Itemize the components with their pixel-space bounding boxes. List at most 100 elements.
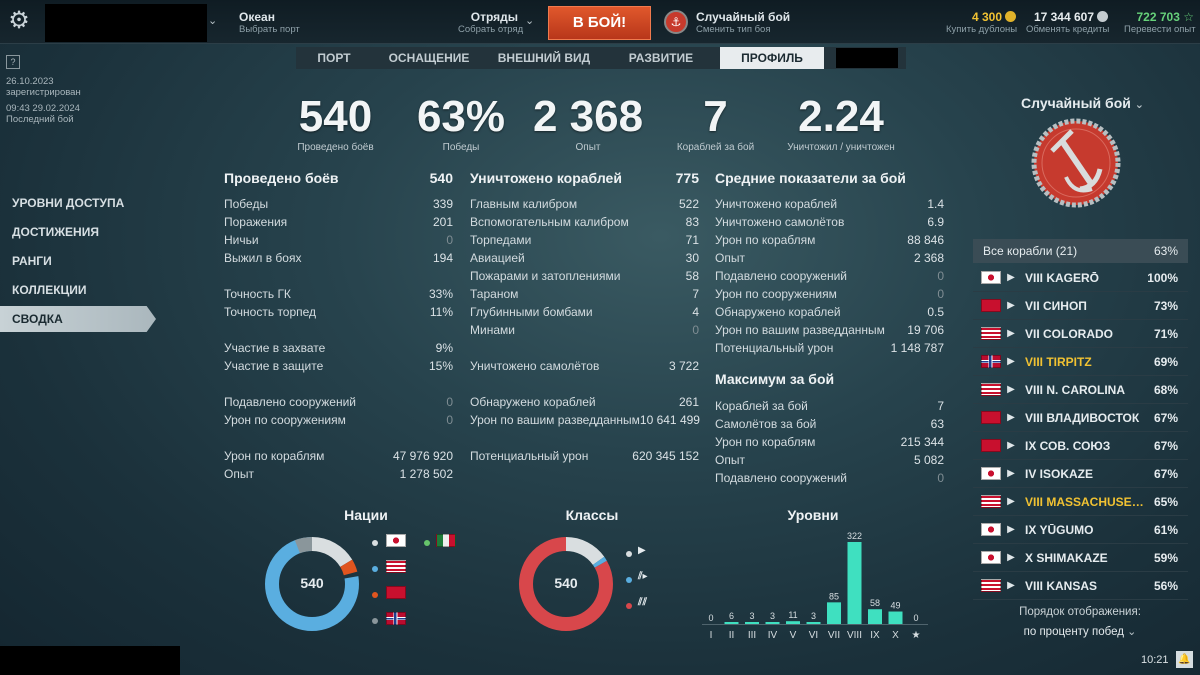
sidebar-item-collections[interactable]: КОЛЛЕКЦИИ xyxy=(12,283,87,297)
free-xp-block[interactable]: 722 703 ☆ Перевести опыт xyxy=(1124,10,1196,35)
tab-equipment[interactable]: ОСНАЩЕНИЕ xyxy=(388,51,470,65)
stat-row-label: Ничьи xyxy=(224,233,259,247)
port-selector[interactable]: Океан Выбрать порт xyxy=(239,10,300,35)
stat-row-label: Потенциальный урон xyxy=(470,449,589,463)
ship-name: X SHIMAKAZE xyxy=(1025,550,1108,565)
tab-development[interactable]: РАЗВИТИЕ xyxy=(628,51,694,65)
ship-row[interactable]: ▶ VIII KANSAS 56% xyxy=(973,572,1188,600)
column-title: Средние показатели за бой xyxy=(715,170,906,186)
ship-class-icon: ▶ xyxy=(1007,356,1015,367)
gear-icon[interactable]: ⚙ xyxy=(8,7,30,34)
stat-row: Пожарами и затоплениями 58 xyxy=(470,267,699,285)
ussr-flag-icon xyxy=(386,586,406,599)
stat-ships-per-battle: 7 Кораблей за бой xyxy=(668,92,763,153)
right-mode-title[interactable]: Случайный бой ⌄ xyxy=(1000,95,1165,111)
free-xp-value: 722 703 xyxy=(1136,10,1180,24)
stat-row-label: Обнаружено кораблей xyxy=(470,395,596,409)
stat-row: Глубинными бомбами 4 xyxy=(470,303,699,321)
doubloons-block[interactable]: 4 300 Купить дублоны xyxy=(946,10,1017,35)
stat-row: Урон по кораблям 47 976 920 xyxy=(224,447,453,465)
stat-row-label: Вспомогательным калибром xyxy=(470,215,629,229)
tier-tick-label: I xyxy=(710,630,713,641)
tier-tick-label: VIII xyxy=(847,630,862,641)
stat-value: 540 xyxy=(298,92,373,141)
ship-class-icon: ▶ xyxy=(1007,412,1015,423)
stat-row-value: 15% xyxy=(428,359,453,373)
stat-row: Кораблей за бой 7 xyxy=(715,397,944,415)
stat-row-value: 63 xyxy=(930,417,944,431)
nations-donut xyxy=(265,537,359,631)
chevron-down-icon[interactable]: ⌄ xyxy=(525,15,535,27)
stat-row: Авиацией 30 xyxy=(470,249,699,267)
sidebar-item-summary[interactable]: СВОДКА xyxy=(0,306,156,332)
help-icon[interactable]: ? xyxy=(6,55,20,69)
chevron-down-icon[interactable]: ⌄ xyxy=(208,15,218,27)
ship-row[interactable]: ▶ VIII KAGERŌ 100% xyxy=(973,264,1188,292)
stat-row-value: 1.4 xyxy=(927,197,944,211)
stat-battles: 540 Проведено боёв xyxy=(288,92,383,153)
ship-name: IX СОВ. СОЮЗ xyxy=(1025,438,1111,453)
sidebar-item-access-levels[interactable]: УРОВНИ ДОСТУПА xyxy=(12,196,125,210)
japan-flag-icon xyxy=(981,523,1001,536)
ship-row[interactable]: ▶ VIII ВЛАДИВОСТОК 67% xyxy=(973,404,1188,432)
sort-selector[interactable]: по проценту побед ⌄ xyxy=(1000,625,1160,638)
squad-button[interactable]: Отряды Собрать отряд xyxy=(458,10,524,35)
norway-flag-icon xyxy=(981,355,1001,368)
stat-row-value: 0 xyxy=(692,323,699,337)
stat-row: Главным калибром 522 xyxy=(470,195,699,213)
tab-profile[interactable]: ПРОФИЛЬ xyxy=(720,47,824,69)
ship-row[interactable]: ▶ VIII TIRPITZ 69% xyxy=(973,348,1188,376)
ship-class-icon: ▶ xyxy=(1007,440,1015,451)
stat-row-label: Уничтожено самолётов xyxy=(715,215,845,229)
stat-row-label: Опыт xyxy=(224,467,254,481)
stat-row: Вспомогательным калибром 83 xyxy=(470,213,699,231)
stat-wins: 63% Победы xyxy=(410,92,512,153)
mode-selector[interactable]: Случайный бой Сменить тип боя xyxy=(696,10,790,35)
ship-name: IX YŪGUMO xyxy=(1025,522,1094,537)
tier-value-label: 3 xyxy=(811,611,816,621)
sidebar-item-ranks[interactable]: РАНГИ xyxy=(12,254,52,268)
squad-sub: Собрать отряд xyxy=(458,24,524,35)
tier-tick-label: II xyxy=(729,630,735,641)
notification-bell-icon[interactable]: 🔔 xyxy=(1176,651,1193,668)
tier-tick-label: III xyxy=(748,630,756,641)
column-total: 540 xyxy=(429,170,453,186)
stat-row: Уничтожено самолётов 3 722 xyxy=(470,357,699,375)
tier-value-label: 6 xyxy=(729,611,734,621)
stat-row-value: 0 xyxy=(937,269,944,283)
all-ships-row[interactable]: Все корабли (21) 63% xyxy=(973,239,1188,263)
stat-row-value: 7 xyxy=(692,287,699,301)
stat-row: Уничтожено самолётов 6.9 xyxy=(715,213,944,231)
stat-row: Урон по кораблям 88 846 xyxy=(715,231,944,249)
stat-row-value: 201 xyxy=(432,215,453,229)
ship-row[interactable]: ▶ X SHIMAKAZE 59% xyxy=(973,544,1188,572)
last-battle-label: Последний бой xyxy=(6,114,74,125)
tab-port[interactable]: ПОРТ xyxy=(317,51,351,65)
stat-row-value: 0 xyxy=(446,233,453,247)
destroyer-icon: ▶ xyxy=(638,545,646,556)
credits-block[interactable]: 17 344 607 Обменять кредиты xyxy=(1026,10,1109,35)
ship-winrate: 59% xyxy=(1153,550,1178,565)
ship-row[interactable]: ▶ IX СОВ. СОЮЗ 67% xyxy=(973,432,1188,460)
stat-value: 63% xyxy=(416,92,506,141)
legend-dot xyxy=(626,551,632,557)
column-header: Уничтожено кораблей 775 xyxy=(470,170,699,190)
stat-xp: 2 368 Опыт xyxy=(530,92,646,153)
redacted-tab xyxy=(836,48,898,68)
sidebar-item-achievements[interactable]: ДОСТИЖЕНИЯ xyxy=(12,225,99,239)
tab-appearance[interactable]: ВНЕШНИЙ ВИД xyxy=(497,51,591,65)
ship-row[interactable]: ▶ IX YŪGUMO 61% xyxy=(973,516,1188,544)
battle-button[interactable]: В БОЙ! xyxy=(548,6,651,40)
random-battle-icon[interactable]: ⚓ xyxy=(664,10,688,34)
sort-value: по проценту побед xyxy=(1023,626,1124,638)
ship-row[interactable]: ▶ VII СИНОП 73% xyxy=(973,292,1188,320)
stat-value: 2 368 xyxy=(532,92,644,141)
ship-row[interactable]: ▶ VII COLORADO 71% xyxy=(973,320,1188,348)
legend-dot xyxy=(372,566,378,572)
ship-name: VIII TIRPITZ xyxy=(1025,354,1092,369)
ship-row[interactable]: ▶ IV ISOKAZE 67% xyxy=(973,460,1188,488)
stat-row-value: 0 xyxy=(446,395,453,409)
star-icon: ☆ xyxy=(1183,10,1194,24)
ship-row[interactable]: ▶ VIII MASSACHUSETT... 65% xyxy=(973,488,1188,516)
ship-row[interactable]: ▶ VIII N. CAROLINA 68% xyxy=(973,376,1188,404)
